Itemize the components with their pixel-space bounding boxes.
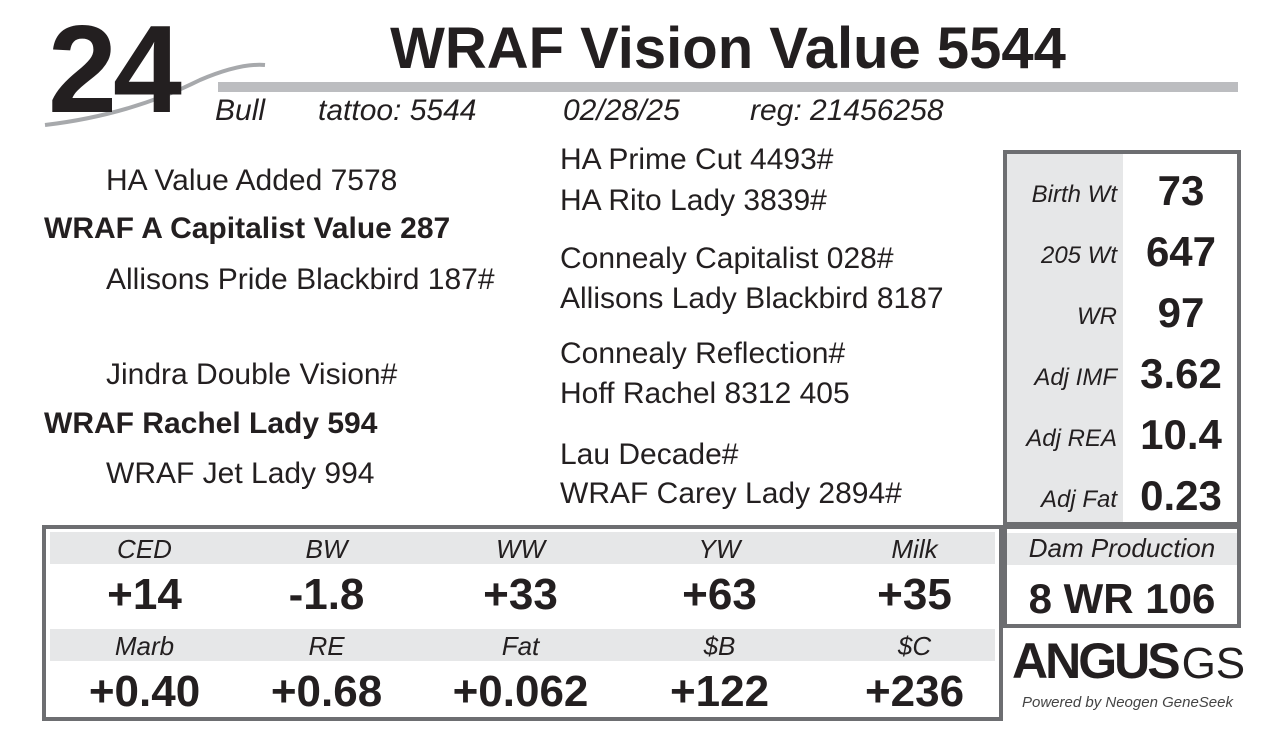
stat-adj-fat: Adj Fat 0.23 bbox=[1007, 461, 1237, 522]
third-gen-3: Connealy Capitalist 028# bbox=[560, 242, 894, 275]
stat-value: 3.62 bbox=[1140, 350, 1222, 397]
epd-label: $C bbox=[897, 631, 932, 661]
stat-value: 647 bbox=[1145, 228, 1217, 275]
epd-label: CED bbox=[117, 534, 172, 564]
third-gen-7: Lau Decade# bbox=[560, 438, 739, 471]
stat-birth-wt: Birth Wt 73 bbox=[1007, 156, 1237, 217]
third-gen-8: WRAF Carey Lady 2894# bbox=[560, 477, 902, 510]
epd-value: +0.40 bbox=[88, 667, 201, 716]
stat-adj-rea: Adj REA 10.4 bbox=[1007, 400, 1237, 461]
epd-value-row-2: +0.40 +0.68 +0.062 +122 +236 bbox=[50, 661, 995, 721]
epd-value: +122 bbox=[669, 667, 770, 716]
stat-label: Adj IMF bbox=[1034, 364, 1117, 391]
epd-label: Marb bbox=[114, 631, 175, 661]
epd-label: YW bbox=[698, 534, 741, 564]
dam-dam: WRAF Jet Lady 994 bbox=[106, 457, 375, 490]
stat-label: WR bbox=[1077, 303, 1117, 330]
epd-label: $B bbox=[703, 631, 736, 661]
epd-value: +35 bbox=[877, 570, 952, 619]
epd-value: +63 bbox=[682, 570, 757, 619]
epd-table: CED BW WW YW Milk +14 -1.8 +33 +63 +35 M… bbox=[42, 525, 1003, 721]
tattoo: tattoo: 5544 bbox=[318, 94, 477, 127]
stat-label: Adj REA bbox=[1026, 425, 1117, 452]
logo-tagline: Powered by Neogen GeneSeek bbox=[1022, 694, 1233, 711]
epd-value: +0.68 bbox=[270, 667, 383, 716]
stat-label: Adj Fat bbox=[1040, 486, 1117, 513]
lot-number: 24 bbox=[48, 1, 182, 139]
epd-label: BW bbox=[305, 534, 348, 564]
dam-sire: Jindra Double Vision# bbox=[106, 358, 398, 391]
dam-production-label: Dam Production bbox=[1007, 533, 1237, 565]
epd-header-row-1: CED BW WW YW Milk bbox=[50, 532, 995, 564]
sire-dam: Allisons Pride Blackbird 187# bbox=[106, 263, 495, 296]
stat-value: 0.23 bbox=[1140, 472, 1222, 519]
registration: reg: 21456258 bbox=[750, 94, 944, 127]
birth-date: 02/28/25 bbox=[563, 94, 680, 127]
epd-value-row-1: +14 -1.8 +33 +63 +35 bbox=[50, 564, 995, 624]
sire: WRAF A Capitalist Value 287 bbox=[44, 212, 451, 245]
stat-value: 10.4 bbox=[1140, 411, 1222, 458]
epd-value: +0.062 bbox=[452, 667, 589, 716]
title-underline bbox=[218, 82, 1238, 92]
third-gen-1: HA Prime Cut 4493# bbox=[560, 143, 834, 176]
epd-header-row-2: Marb RE Fat $B $C bbox=[50, 629, 995, 661]
epd-label: Fat bbox=[501, 631, 540, 661]
stat-205-wt: 205 Wt 647 bbox=[1007, 217, 1237, 278]
third-gen-6: Hoff Rachel 8312 405 bbox=[560, 377, 850, 410]
stat-adj-imf: Adj IMF 3.62 bbox=[1007, 339, 1237, 400]
stat-value: 73 bbox=[1157, 167, 1205, 214]
epd-value: +236 bbox=[864, 667, 965, 716]
third-gen-5: Connealy Reflection# bbox=[560, 337, 846, 370]
stat-label: Birth Wt bbox=[1031, 181, 1117, 208]
performance-stats: Birth Wt 73 205 Wt 647 WR 97 Adj IMF 3.62 Ad… bbox=[1003, 150, 1241, 526]
third-gen-4: Allisons Lady Blackbird 8187 bbox=[560, 282, 944, 315]
epd-value: -1.8 bbox=[288, 570, 365, 619]
stat-label: 205 Wt bbox=[1040, 242, 1117, 269]
epd-label: RE bbox=[308, 631, 345, 661]
epd-value: +33 bbox=[483, 570, 558, 619]
logo-brand: ANGUS bbox=[1012, 633, 1181, 689]
angus-gs-logo: ANGUS GS Powered by Neogen GeneSeek bbox=[1012, 636, 1262, 726]
stat-wr: WR 97 bbox=[1007, 278, 1237, 339]
stat-value: 97 bbox=[1157, 289, 1205, 336]
animal-name: WRAF Vision Value 5544 bbox=[390, 16, 1066, 81]
dam-production-value: 8 WR 106 bbox=[1028, 575, 1216, 622]
epd-label: Milk bbox=[891, 534, 938, 564]
sire-sire: HA Value Added 7578 bbox=[106, 164, 398, 197]
sex: Bull bbox=[215, 94, 266, 127]
logo-suffix: GS bbox=[1181, 639, 1246, 688]
epd-label: WW bbox=[495, 534, 546, 564]
dam: WRAF Rachel Lady 594 bbox=[44, 407, 378, 440]
swoosh-decoration bbox=[44, 62, 266, 127]
dam-production: Dam Production 8 WR 106 bbox=[1003, 525, 1241, 628]
epd-value: +14 bbox=[107, 570, 182, 619]
third-gen-2: HA Rito Lady 3839# bbox=[560, 184, 827, 217]
